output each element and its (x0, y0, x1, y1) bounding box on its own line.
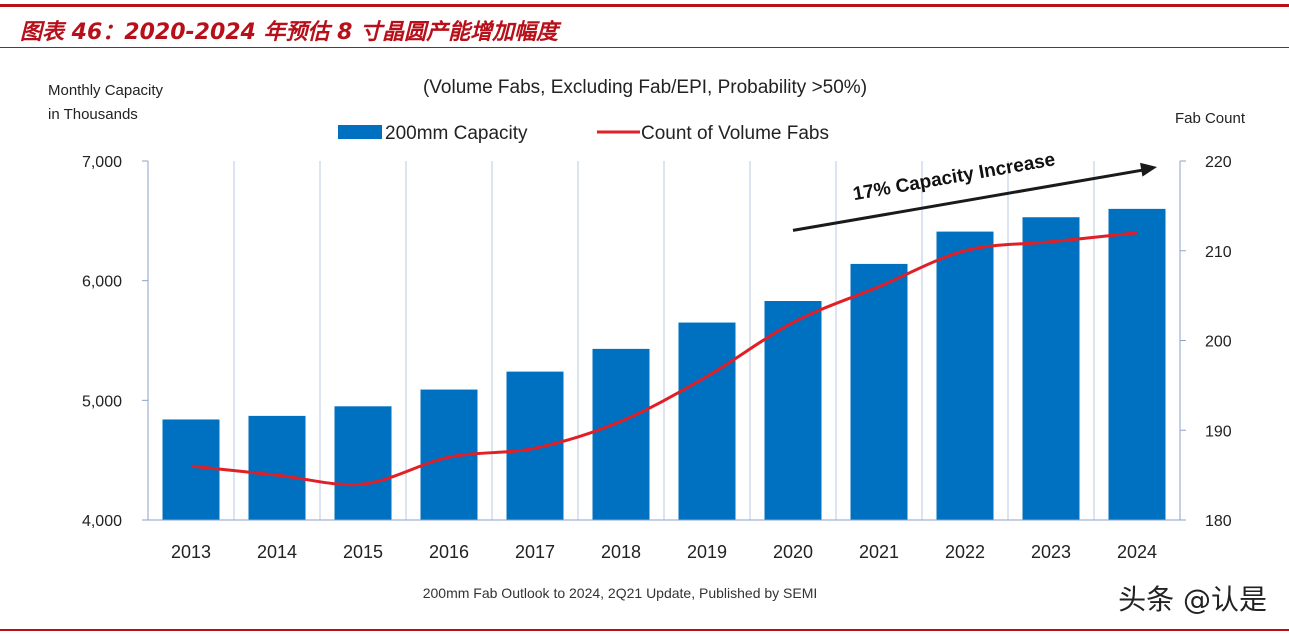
chart-subtitle: (Volume Fabs, Excluding Fab/EPI, Probabi… (423, 77, 867, 98)
annotation: 17% Capacity Increase (792, 149, 1157, 232)
right-tick-label: 190 (1205, 423, 1232, 440)
x-tick-label: 2019 (687, 542, 727, 562)
fab-count-line (190, 231, 1138, 487)
right-tick-label: 210 (1205, 244, 1232, 261)
fab-count-series-line (190, 231, 1138, 487)
axis-labels: 4,000 5,000 6,000 7,000 180 190 200 210 220 2013 2… (48, 77, 1246, 601)
capacity-bar-2020 (764, 301, 822, 520)
x-tick-label: 2018 (601, 542, 641, 562)
capacity-bars (162, 208, 1166, 520)
capacity-bar-2018 (592, 348, 650, 520)
figure-header: 图表 46：2020-2024 年预估 8 寸晶圆产能增加幅度 (0, 0, 1289, 48)
left-axis-title: Monthly Capacity (48, 82, 164, 99)
right-axis-title: Fab Count (1175, 110, 1246, 127)
header-bottom-rule (0, 47, 1289, 48)
annotation-arrow-head (1140, 162, 1157, 177)
figure-title: 图表 46：2020-2024 年预估 8 寸晶圆产能增加幅度 (20, 20, 559, 45)
legend: 200mm Capacity Count of Volume Fabs (338, 123, 829, 144)
x-tick-label: 2023 (1031, 542, 1071, 562)
capacity-bar-2024 (1108, 208, 1166, 520)
header-top-rule (0, 4, 1289, 7)
left-tick-label: 5,000 (82, 393, 122, 410)
annotation-arrow-shaft (792, 167, 1150, 232)
x-tick-label: 2020 (773, 542, 813, 562)
capacity-bar-2022 (936, 231, 994, 520)
legend-label-capacity: 200mm Capacity (385, 123, 528, 144)
right-tick-label: 180 (1205, 513, 1232, 530)
axes (142, 160, 1186, 521)
legend-label-fab-count: Count of Volume Fabs (641, 123, 829, 144)
annotation-label: 17% Capacity Increase (851, 149, 1056, 205)
left-tick-label: 7,000 (82, 154, 122, 171)
x-tick-label: 2014 (257, 542, 297, 562)
left-tick-label: 4,000 (82, 513, 122, 530)
capacity-bar-2017 (506, 371, 564, 520)
watermark-text: 头条 @认是 (1118, 583, 1267, 616)
capacity-bar-2013 (162, 419, 220, 520)
chart-source: 200mm Fab Outlook to 2024, 2Q21 Update, … (423, 585, 818, 601)
left-axis-title: in Thousands (48, 106, 138, 123)
right-tick-label: 220 (1205, 154, 1232, 171)
capacity-bar-2021 (850, 263, 908, 520)
footer-rule (0, 629, 1289, 631)
capacity-bar-2019 (678, 322, 736, 520)
x-tick-label: 2024 (1117, 542, 1157, 562)
x-tick-label: 2015 (343, 542, 383, 562)
capacity-bar-2014 (248, 415, 306, 520)
x-tick-label: 2022 (945, 542, 985, 562)
x-tick-label: 2016 (429, 542, 469, 562)
left-tick-label: 6,000 (82, 274, 122, 291)
capacity-bar-2023 (1022, 217, 1080, 520)
x-tick-label: 2017 (515, 542, 555, 562)
legend-swatch-capacity (338, 125, 382, 139)
right-tick-label: 200 (1205, 334, 1232, 351)
capacity-bar-2015 (334, 406, 392, 520)
x-tick-label: 2021 (859, 542, 899, 562)
x-tick-label: 2013 (171, 542, 211, 562)
